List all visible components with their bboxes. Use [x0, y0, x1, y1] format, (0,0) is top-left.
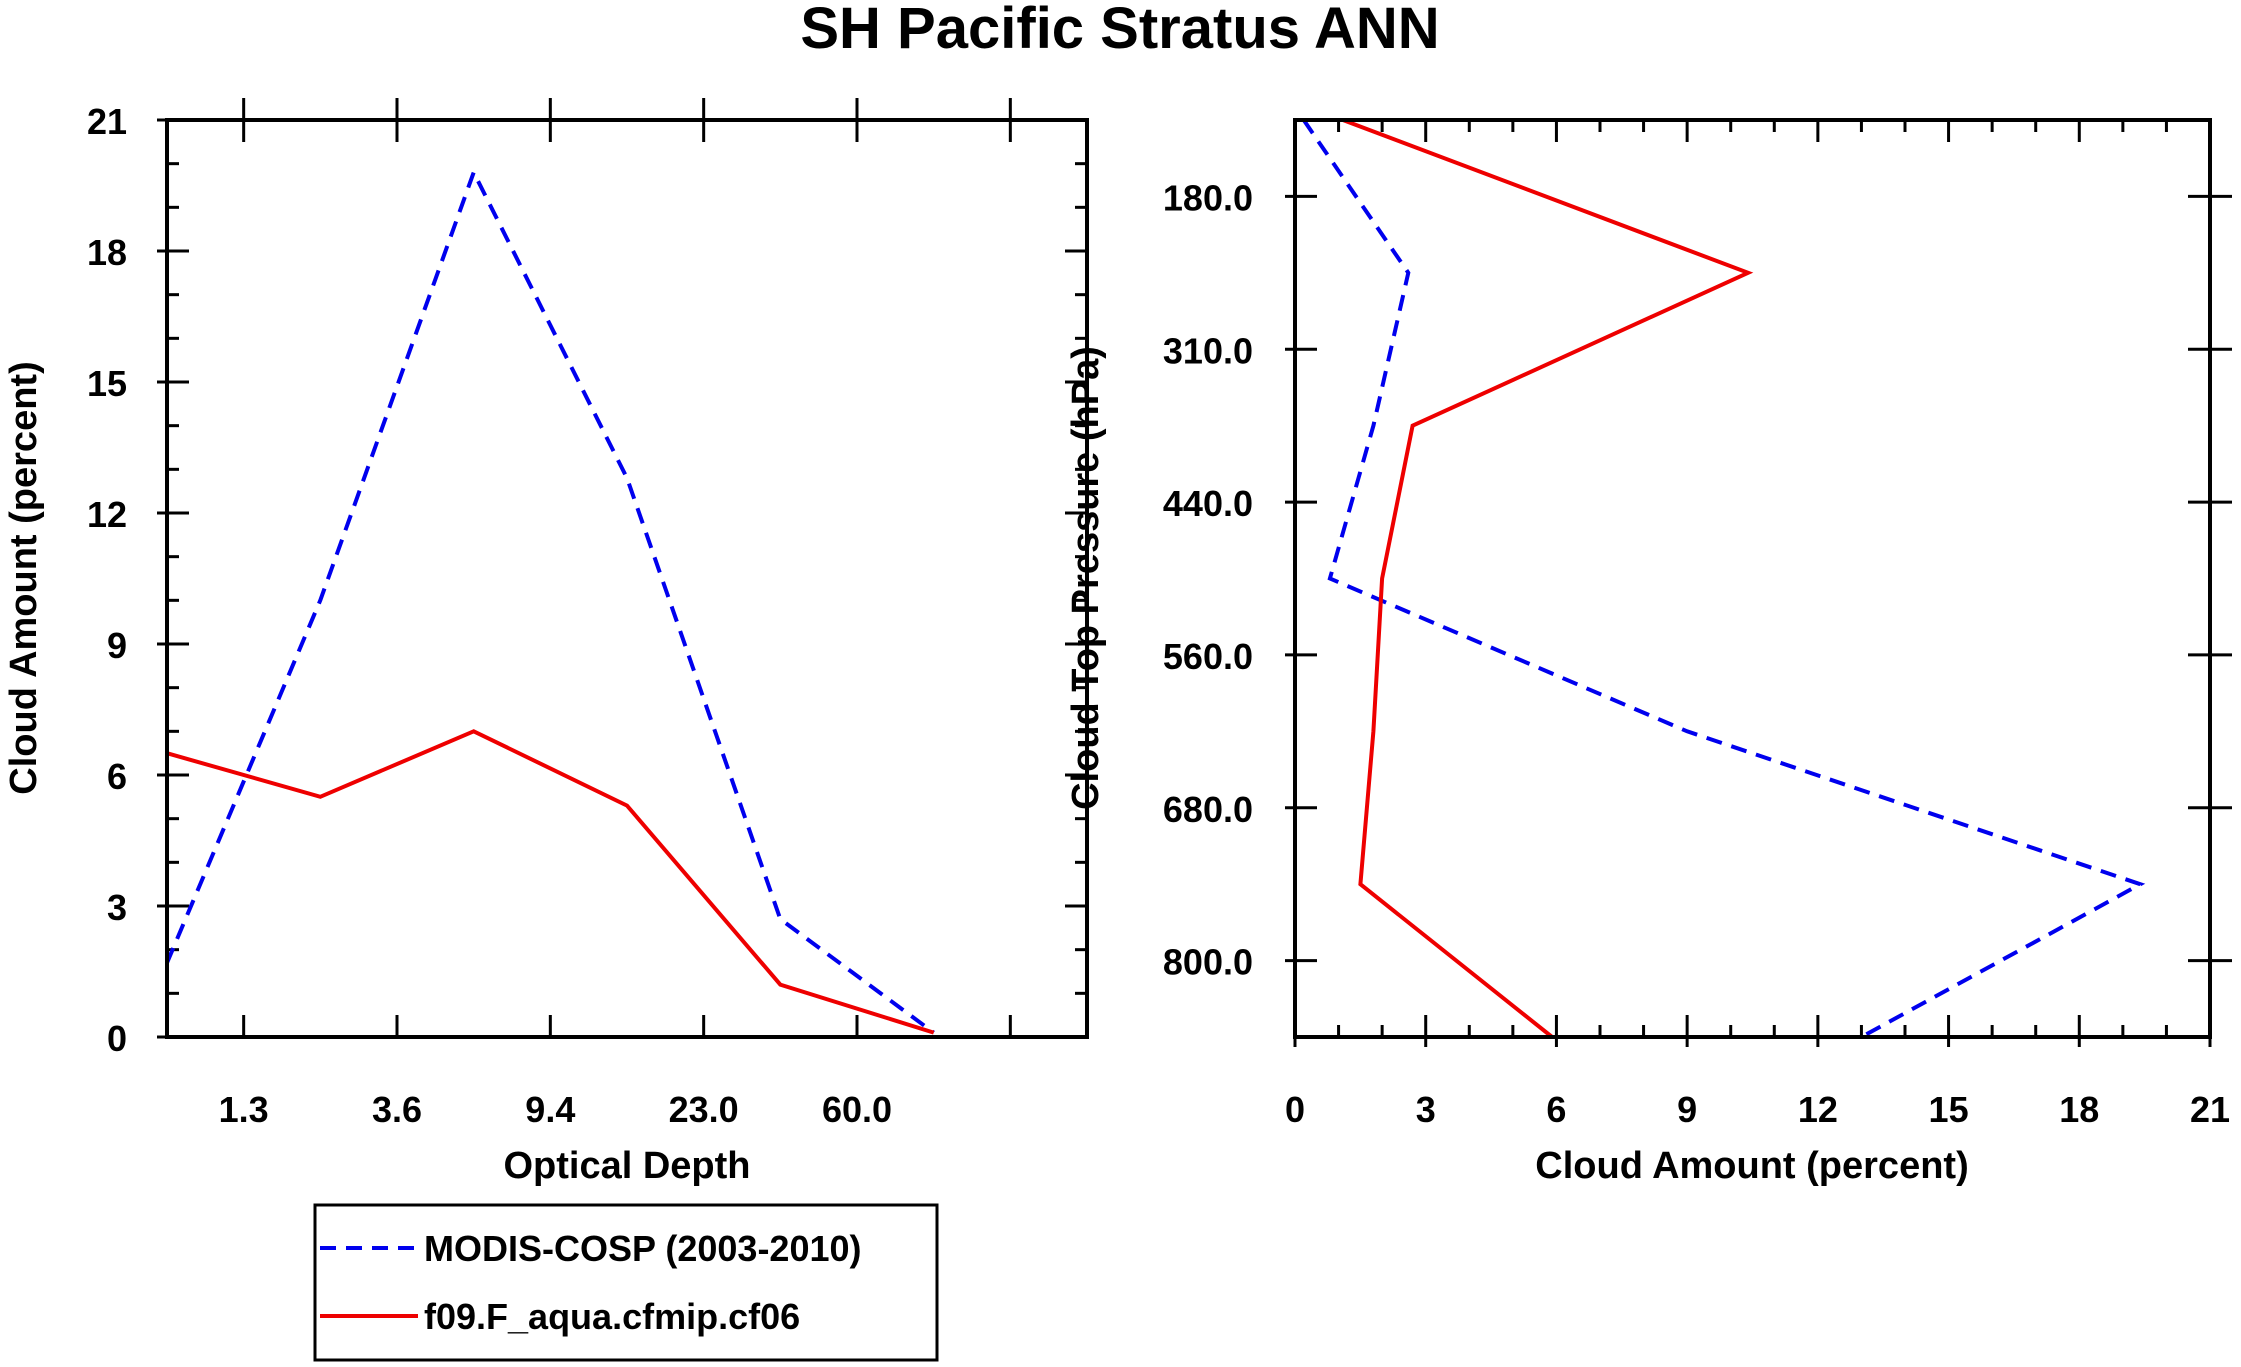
- left-series-modis-line: [165, 167, 935, 1035]
- left-y-tick-label: 9: [107, 625, 127, 666]
- left-plot-frame: [165, 118, 1089, 1039]
- right-x-tick-label: 3: [1416, 1089, 1436, 1130]
- left-x-tick-label: 23.0: [669, 1089, 739, 1130]
- right-series-model-line: [1342, 118, 1754, 1039]
- right-x-tick-label: 0: [1285, 1089, 1305, 1130]
- right-x-tick-label: 6: [1546, 1089, 1566, 1130]
- right-x-tick-label: 18: [2059, 1089, 2099, 1130]
- left-y-tick-label: 21: [87, 101, 127, 142]
- left-y-tick-label: 6: [107, 756, 127, 797]
- right-y-tick-label: 800.0: [1163, 942, 1253, 983]
- right-panel: 0 3 6 9 12 15 18 21 180.0 310.0 440.0 560.0 680.0 800…: [1065, 118, 2232, 1187]
- right-y-axis-title: Cloud Top Pressure (hPa): [1065, 346, 1107, 810]
- left-y-axis-title: Cloud Amount (percent): [3, 361, 45, 794]
- right-y-tick-label: 310.0: [1163, 330, 1253, 371]
- left-x-tick-label: 1.3: [219, 1089, 269, 1130]
- left-ticks: [157, 98, 1087, 1039]
- right-y-tick-label: 180.0: [1163, 177, 1253, 218]
- left-panel: 0 3 6 9 12 15 18 21 1.3 3.6 9.4 23.0 60.0 Optical De…: [3, 98, 1089, 1187]
- right-x-tick-label: 21: [2190, 1089, 2230, 1130]
- right-plot-frame: [1293, 118, 2212, 1039]
- right-y-tick-label: 560.0: [1163, 636, 1253, 677]
- left-x-tick-label: 9.4: [525, 1089, 575, 1130]
- right-x-tick-label: 9: [1677, 1089, 1697, 1130]
- left-y-tick-label: 12: [87, 494, 127, 535]
- right-y-tick-label: 440.0: [1163, 483, 1253, 524]
- left-series-model-line: [166, 729, 935, 1035]
- left-x-tick-label: 60.0: [822, 1089, 892, 1130]
- left-y-tick-label: 18: [87, 232, 127, 273]
- left-y-tick-label: 0: [107, 1018, 127, 1059]
- left-x-tick-label: 3.6: [372, 1089, 422, 1130]
- left-y-tick-label: 15: [87, 363, 127, 404]
- right-series-lines: [1302, 118, 2146, 1039]
- right-x-axis-title: Cloud Amount (percent): [1535, 1145, 1968, 1187]
- right-series-modis-line: [1302, 118, 2146, 1039]
- right-ticks: [1285, 120, 2232, 1047]
- left-tick-labels: 0 3 6 9 12 15 18 21 1.3 3.6 9.4 23.0 60.0: [87, 101, 892, 1130]
- legend-label-modis: MODIS-COSP (2003-2010): [424, 1228, 862, 1269]
- right-x-tick-label: 12: [1798, 1089, 1838, 1130]
- legend-label-model: f09.F_aqua.cfmip.cf06: [424, 1296, 800, 1337]
- legend: MODIS-COSP (2003-2010) f09.F_aqua.cfmip.…: [313, 1203, 939, 1362]
- right-x-tick-label: 15: [1929, 1089, 1969, 1130]
- right-tick-labels: 0 3 6 9 12 15 18 21 180.0 310.0 440.0 560.0 680.0 800…: [1163, 177, 2230, 1130]
- legend-box: [313, 1203, 939, 1362]
- left-x-axis-title: Optical Depth: [503, 1145, 750, 1187]
- chart-title: SH Pacific Stratus ANN: [800, 0, 1439, 61]
- left-y-tick-label: 3: [107, 887, 127, 928]
- left-series-lines: [165, 167, 935, 1035]
- right-y-tick-label: 680.0: [1163, 789, 1253, 830]
